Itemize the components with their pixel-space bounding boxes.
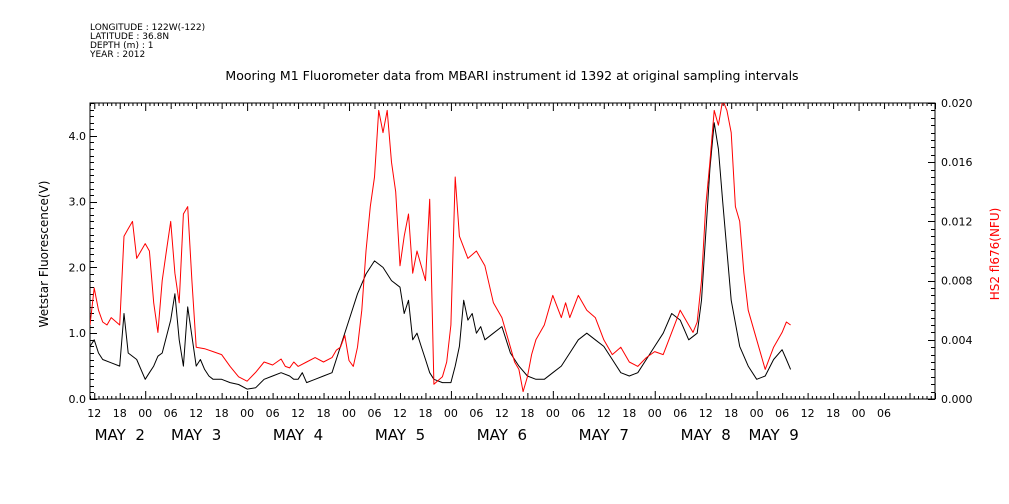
- y-right-tick-label: 0.020: [941, 97, 973, 110]
- x-hour-label: 06: [469, 407, 483, 420]
- x-hour-label: 18: [826, 407, 840, 420]
- x-hour-label: 12: [393, 407, 407, 420]
- x-hour-label: 18: [622, 407, 636, 420]
- meta-year: YEAR : 2012: [89, 50, 145, 60]
- x-hour-label: 00: [444, 407, 458, 420]
- x-axis: 12 18 00 06 12 18 00 06 12 18 00 06 12 18 00 06 12 18 00 06…: [87, 103, 936, 444]
- x-hour-label: 12: [189, 407, 203, 420]
- x-day-label: MAY 6: [477, 426, 527, 444]
- x-hour-label: 18: [418, 407, 432, 420]
- x-day-label: MAY 2: [95, 426, 145, 444]
- x-hour-label: 00: [750, 407, 764, 420]
- x-day-label: MAY 9: [749, 426, 799, 444]
- x-day-label: MAY 8: [681, 426, 731, 444]
- y-right-tick-label: 0.004: [941, 334, 973, 347]
- x-day-label: MAY 5: [375, 426, 425, 444]
- x-hour-label: 06: [673, 407, 687, 420]
- y-left-tick-label: 3.0: [69, 196, 87, 209]
- x-hour-label: 00: [138, 407, 152, 420]
- x-hour-label: 12: [87, 407, 101, 420]
- y-left-tick-label: 0.0: [69, 393, 87, 406]
- x-hour-label: 06: [571, 407, 585, 420]
- chart-title: Mooring M1 Fluorometer data from MBARI i…: [225, 68, 798, 83]
- x-hour-label: 18: [113, 407, 127, 420]
- y-right-tick-label: 0.016: [941, 156, 973, 169]
- y-left-tick-label: 1.0: [69, 327, 87, 340]
- x-hour-label: 12: [801, 407, 815, 420]
- x-hour-label: 18: [724, 407, 738, 420]
- right-y-axis: 0.000 0.004 0.008 0.012 0.016 0.020: [928, 97, 973, 406]
- x-hour-label: 00: [852, 407, 866, 420]
- x-hour-label: 06: [367, 407, 381, 420]
- x-hour-label: 00: [546, 407, 560, 420]
- y-left-tick-label: 4.0: [69, 130, 87, 143]
- y-right-tick-label: 0.000: [941, 393, 973, 406]
- metadata-block: LONGITUDE : 122W(-122) LATITUDE : 36.8N …: [89, 23, 205, 60]
- right-y-axis-title: HS2 fl676(NFU): [988, 208, 1002, 301]
- x-hour-label: 18: [215, 407, 229, 420]
- x-hour-label: 12: [291, 407, 305, 420]
- left-y-axis-title: Wetstar Fluorescence(V): [37, 181, 51, 328]
- x-hour-label: 18: [520, 407, 534, 420]
- series-line-right: [90, 103, 791, 393]
- x-day-label: MAY 3: [171, 426, 221, 444]
- series-layer: [90, 103, 792, 393]
- left-y-axis: 0.0 1.0 2.0 3.0 4.0: [69, 103, 97, 406]
- x-day-label: MAY 4: [273, 426, 323, 444]
- x-hour-label: 00: [342, 407, 356, 420]
- series-line-left: [90, 122, 792, 390]
- y-left-tick-label: 2.0: [69, 261, 87, 274]
- x-hour-label: 12: [699, 407, 713, 420]
- x-hour-label: 06: [266, 407, 280, 420]
- x-hour-label: 00: [240, 407, 254, 420]
- meta-depth: DEPTH (m) : 1: [90, 41, 153, 51]
- x-hour-label: 06: [775, 407, 789, 420]
- meta-longitude: LONGITUDE : 122W(-122): [90, 23, 205, 33]
- x-hour-label: 12: [597, 407, 611, 420]
- x-hour-label: 00: [648, 407, 662, 420]
- x-hour-label: 06: [164, 407, 178, 420]
- x-hour-label: 12: [495, 407, 509, 420]
- x-hour-label: 06: [877, 407, 891, 420]
- y-right-tick-label: 0.012: [941, 215, 973, 228]
- meta-latitude: LATITUDE : 36.8N: [90, 32, 169, 42]
- x-hour-label: 18: [317, 407, 331, 420]
- x-day-label: MAY 7: [579, 426, 629, 444]
- y-right-tick-label: 0.008: [941, 275, 973, 288]
